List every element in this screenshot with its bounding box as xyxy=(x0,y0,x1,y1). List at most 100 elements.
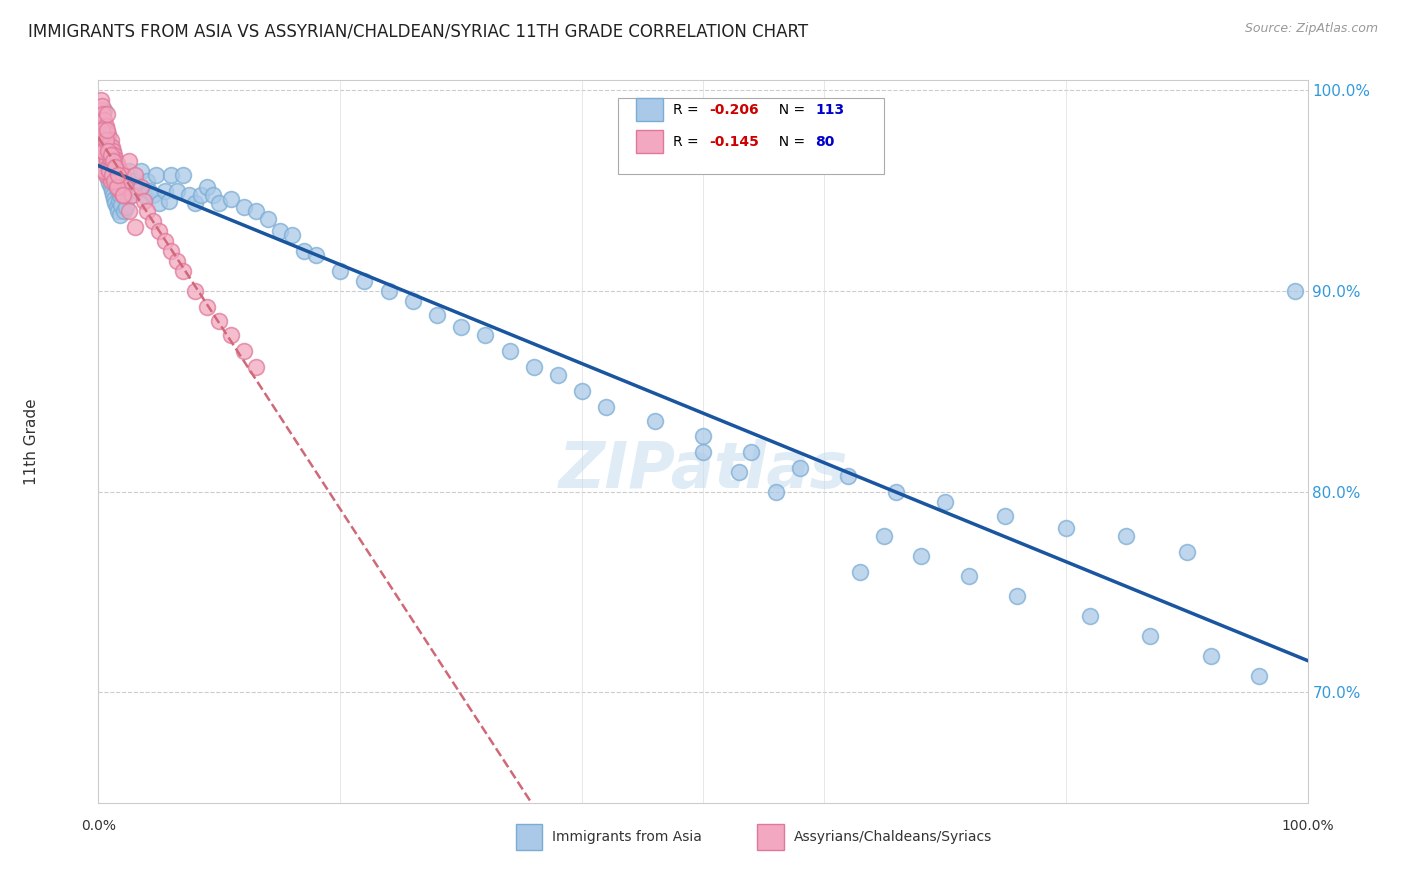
Point xyxy=(160,244,183,258)
Point xyxy=(221,192,243,206)
Point xyxy=(98,163,121,178)
Point xyxy=(142,187,165,202)
Point xyxy=(111,187,134,202)
Point xyxy=(97,131,120,145)
Point xyxy=(135,203,157,218)
Point xyxy=(94,147,117,161)
Point xyxy=(153,234,176,248)
Point xyxy=(166,253,188,268)
Point xyxy=(1249,669,1271,683)
Point xyxy=(91,147,114,161)
Text: -0.206: -0.206 xyxy=(709,103,759,117)
Point xyxy=(107,203,129,218)
Point xyxy=(89,103,111,118)
Point xyxy=(101,187,124,202)
Point xyxy=(329,264,352,278)
Point xyxy=(111,179,134,194)
Point xyxy=(148,195,170,210)
Point xyxy=(124,168,146,182)
Text: 113: 113 xyxy=(815,103,845,117)
Point xyxy=(190,187,212,202)
Point xyxy=(118,163,141,178)
Point xyxy=(179,187,201,202)
Text: 0.0%: 0.0% xyxy=(82,819,115,833)
Point xyxy=(97,139,120,153)
Point xyxy=(160,168,183,182)
Point xyxy=(1054,521,1077,535)
Point xyxy=(450,320,472,334)
Point xyxy=(90,113,112,128)
Point xyxy=(172,264,194,278)
Text: N =: N = xyxy=(769,103,808,117)
Point xyxy=(166,184,188,198)
Point xyxy=(90,93,112,107)
Point xyxy=(111,187,134,202)
Point xyxy=(100,139,122,153)
Point xyxy=(90,113,112,128)
Point xyxy=(93,103,115,118)
Point xyxy=(97,152,120,166)
Point xyxy=(172,168,194,182)
Point xyxy=(118,153,141,168)
Point xyxy=(105,155,128,169)
Point xyxy=(402,293,425,308)
Point xyxy=(94,168,117,182)
Point xyxy=(105,179,128,194)
Point xyxy=(595,401,617,415)
Point xyxy=(97,144,120,158)
Point xyxy=(96,107,118,121)
Point xyxy=(98,155,121,169)
Point xyxy=(474,328,496,343)
Point xyxy=(498,344,520,359)
Point xyxy=(101,168,124,182)
Point xyxy=(103,171,125,186)
Point xyxy=(426,308,449,322)
Point xyxy=(1139,629,1161,643)
Point xyxy=(184,284,207,298)
Point xyxy=(256,211,278,226)
Point xyxy=(91,144,114,158)
Text: -0.145: -0.145 xyxy=(709,135,759,149)
FancyBboxPatch shape xyxy=(619,98,884,174)
Point xyxy=(108,194,131,208)
Text: Immigrants from Asia: Immigrants from Asia xyxy=(551,830,702,844)
Point xyxy=(96,147,118,161)
Point xyxy=(1199,649,1222,664)
Point xyxy=(837,468,859,483)
Point xyxy=(571,384,593,399)
Point xyxy=(1284,284,1306,298)
Point xyxy=(245,360,267,375)
Point xyxy=(94,163,117,178)
Point xyxy=(96,153,118,168)
Point xyxy=(103,192,125,206)
Point xyxy=(195,179,218,194)
Point xyxy=(91,133,114,147)
Text: 100.0%: 100.0% xyxy=(1281,819,1334,833)
Point xyxy=(93,163,115,178)
Point xyxy=(148,224,170,238)
Point xyxy=(232,344,254,359)
Point xyxy=(134,187,156,202)
Point xyxy=(101,163,124,178)
Point xyxy=(127,184,149,198)
Point xyxy=(100,173,122,187)
Point xyxy=(90,133,112,147)
Point xyxy=(115,200,138,214)
Point xyxy=(129,179,152,194)
Point xyxy=(100,153,122,168)
Point xyxy=(108,187,131,202)
Point xyxy=(93,163,115,178)
Point xyxy=(107,160,129,174)
Point xyxy=(97,128,120,142)
Point xyxy=(789,460,811,475)
Text: R =: R = xyxy=(672,103,703,117)
Point xyxy=(765,484,787,499)
FancyBboxPatch shape xyxy=(516,824,543,850)
Point xyxy=(157,194,180,208)
Text: Assyrians/Chaldeans/Syriacs: Assyrians/Chaldeans/Syriacs xyxy=(794,830,993,844)
Point xyxy=(100,147,122,161)
Point xyxy=(96,123,118,137)
Text: N =: N = xyxy=(769,135,808,149)
Point xyxy=(114,179,136,194)
Point xyxy=(104,152,127,166)
